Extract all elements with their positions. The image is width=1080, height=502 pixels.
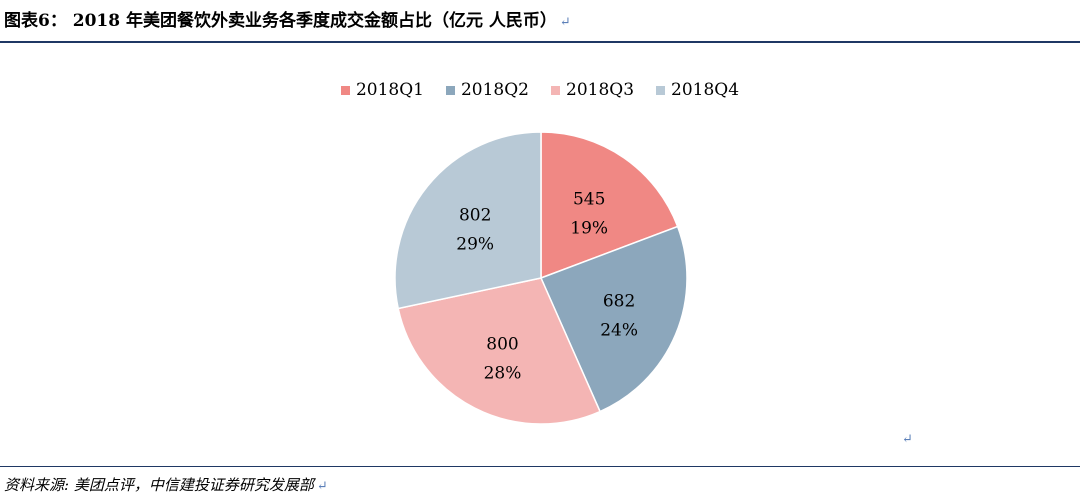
legend-label: 2018Q2 bbox=[460, 80, 529, 100]
slice-percent-label: 19% bbox=[570, 218, 608, 238]
pie-slice-2018q4 bbox=[394, 131, 542, 310]
legend-item-2018q2: 2018Q2 bbox=[445, 80, 529, 100]
slice-value-label: 545 bbox=[573, 189, 605, 209]
slice-percent-label: 28% bbox=[484, 363, 522, 383]
paragraph-mark-icon: ↵ bbox=[559, 15, 571, 30]
pie-slice-2018q2 bbox=[539, 225, 688, 413]
legend-label: 2018Q3 bbox=[566, 80, 635, 100]
legend-item-2018q1: 2018Q1 bbox=[340, 80, 424, 100]
legend-swatch bbox=[340, 85, 350, 95]
legend-swatch bbox=[445, 85, 455, 95]
legend-swatch bbox=[551, 85, 560, 95]
pie-slice-2018q1 bbox=[540, 131, 679, 280]
chart-title-text: 图表6： 2018 年美团餐饮外卖业务各季度成交金额占比（亿元 人民币） bbox=[4, 11, 557, 31]
pie-slice-2018q3 bbox=[397, 277, 602, 425]
slice-percent-label: 24% bbox=[600, 321, 638, 341]
source-note: 资料来源: 美团点评，中信建投证券研究发展部 ↵ bbox=[4, 474, 328, 495]
slice-value-label: 682 bbox=[603, 292, 635, 312]
legend-item-2018q3: 2018Q3 bbox=[551, 80, 634, 100]
source-text: 资料来源: 美团点评，中信建投证券研究发展部 bbox=[4, 476, 314, 494]
legend-item-2018q4: 2018Q4 bbox=[656, 80, 739, 100]
legend-swatch bbox=[656, 85, 666, 95]
legend-label: 2018Q1 bbox=[355, 80, 424, 100]
chart-legend: 2018Q1 2018Q2 2018Q3 2018Q4 bbox=[0, 80, 1080, 100]
slice-percent-label: 29% bbox=[456, 235, 494, 255]
paragraph-mark-icon: ↵ bbox=[902, 432, 913, 447]
legend-label: 2018Q4 bbox=[671, 80, 740, 100]
slice-value-label: 802 bbox=[459, 206, 491, 226]
header-divider bbox=[0, 41, 1080, 43]
paragraph-mark-icon: ↵ bbox=[316, 479, 328, 494]
slice-value-label: 800 bbox=[486, 334, 518, 354]
footer-divider bbox=[0, 466, 1080, 467]
chart-title: 图表6： 2018 年美团餐饮外卖业务各季度成交金额占比（亿元 人民币） ↵ bbox=[4, 6, 571, 31]
